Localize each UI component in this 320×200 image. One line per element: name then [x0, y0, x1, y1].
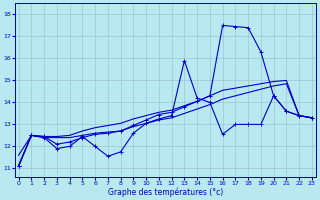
X-axis label: Graphe des températures (°c): Graphe des températures (°c) [108, 187, 223, 197]
